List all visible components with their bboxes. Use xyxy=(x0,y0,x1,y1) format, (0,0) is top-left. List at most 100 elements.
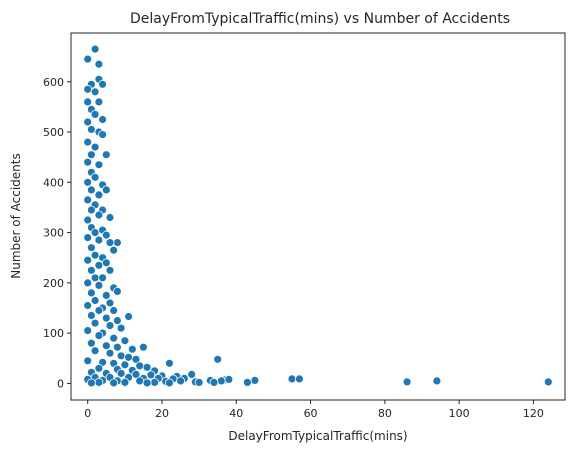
data-point-81 xyxy=(101,341,111,351)
data-point-137 xyxy=(402,377,412,387)
data-point-13 xyxy=(83,117,93,127)
data-point-136 xyxy=(242,377,252,387)
data-point-74 xyxy=(116,323,126,333)
data-point-59 xyxy=(113,286,122,296)
data-point-128 xyxy=(250,375,260,385)
data-point-133 xyxy=(150,377,160,387)
data-point-62 xyxy=(90,296,100,305)
data-point-73 xyxy=(105,321,115,331)
data-point-139 xyxy=(543,377,553,387)
data-point-75 xyxy=(83,326,93,336)
data-point-42 xyxy=(94,235,104,245)
data-point-83 xyxy=(138,342,148,352)
data-point-8 xyxy=(83,97,93,107)
data-point-68 xyxy=(87,311,96,320)
data-point-21 xyxy=(83,157,93,167)
data-point-7 xyxy=(83,84,93,94)
data-point-90 xyxy=(213,354,223,364)
data-point-61 xyxy=(101,290,111,300)
data-point-72 xyxy=(90,318,100,328)
data-point-24 xyxy=(90,172,100,182)
data-point-51 xyxy=(101,258,111,268)
data-point-127 xyxy=(224,374,234,384)
data-point-60 xyxy=(87,288,96,298)
x-axis-label: DelayFromTypicalTraffic(mins) xyxy=(228,429,407,443)
data-point-0 xyxy=(83,54,93,64)
x-tick-label-20: 20 xyxy=(155,407,169,420)
data-point-70 xyxy=(101,313,111,323)
data-point-86 xyxy=(105,348,115,358)
x-tick-label-120: 120 xyxy=(523,407,544,420)
data-point-135 xyxy=(209,377,219,387)
data-point-80 xyxy=(87,338,96,348)
data-point-129 xyxy=(287,374,297,384)
x-tick-label-0: 0 xyxy=(84,407,91,420)
data-point-142 xyxy=(164,378,174,388)
data-point-85 xyxy=(90,346,100,356)
y-tick-label-400: 400 xyxy=(43,176,64,189)
chart-title: DelayFromTypicalTraffic(mins) vs Number … xyxy=(130,11,510,27)
data-point-94 xyxy=(164,358,174,368)
data-point-132 xyxy=(120,377,130,387)
data-point-109 xyxy=(187,369,197,379)
data-point-140 xyxy=(109,378,119,388)
data-point-131 xyxy=(94,377,104,387)
data-point-14 xyxy=(87,125,96,134)
data-point-20 xyxy=(101,150,111,160)
data-point-5 xyxy=(98,79,107,89)
data-point-64 xyxy=(83,301,93,310)
y-axis-label: Number of Accidents xyxy=(9,153,23,279)
data-point-69 xyxy=(124,312,134,321)
data-point-63 xyxy=(105,298,115,308)
data-point-25 xyxy=(83,177,93,187)
data-point-130 xyxy=(294,374,304,384)
data-point-52 xyxy=(87,265,96,275)
data-point-32 xyxy=(87,205,96,215)
data-point-30 xyxy=(83,195,93,205)
plot-frame xyxy=(70,32,566,401)
data-point-141 xyxy=(142,378,152,388)
data-point-44 xyxy=(105,238,115,248)
data-point-28 xyxy=(94,190,104,200)
data-point-2 xyxy=(94,59,104,69)
data-point-71 xyxy=(113,316,122,326)
data-point-104 xyxy=(116,368,126,378)
data-point-6 xyxy=(90,87,100,97)
data-point-11 xyxy=(90,110,100,119)
data-point-84 xyxy=(127,344,137,354)
data-point-55 xyxy=(98,273,107,283)
data-point-134 xyxy=(194,377,204,387)
data-point-91 xyxy=(83,356,93,366)
data-point-124 xyxy=(176,376,186,386)
data-point-9 xyxy=(94,97,104,107)
x-tick-label-100: 100 xyxy=(449,407,470,420)
y-tick-label-100: 100 xyxy=(43,327,64,340)
y-tick-label-600: 600 xyxy=(43,76,64,89)
data-point-138 xyxy=(432,376,442,386)
data-point-105 xyxy=(131,369,141,379)
data-point-36 xyxy=(105,213,115,222)
data-point-17 xyxy=(83,137,93,147)
data-point-45 xyxy=(109,245,119,255)
data-point-57 xyxy=(94,280,104,290)
data-point-88 xyxy=(124,352,134,362)
data-point-89 xyxy=(131,354,141,364)
data-point-12 xyxy=(98,115,107,124)
data-point-34 xyxy=(94,210,104,220)
data-point-122 xyxy=(135,376,145,386)
data-point-53 xyxy=(105,265,115,275)
data-point-16 xyxy=(98,130,107,140)
y-axis: 0 100 200 300 400 500 600 xyxy=(43,76,71,390)
data-point-50 xyxy=(94,260,104,270)
data-point-46 xyxy=(87,243,96,253)
data-point-67 xyxy=(109,306,119,315)
y-tick-label-200: 200 xyxy=(43,277,64,290)
data-point-79 xyxy=(120,336,130,346)
data-point-49 xyxy=(83,255,93,265)
data-point-97 xyxy=(142,362,152,372)
data-point-87 xyxy=(116,351,126,361)
data-point-40 xyxy=(101,230,111,240)
data-point-54 xyxy=(90,273,100,283)
y-tick-label-500: 500 xyxy=(43,126,64,139)
data-point-126 xyxy=(216,376,226,386)
